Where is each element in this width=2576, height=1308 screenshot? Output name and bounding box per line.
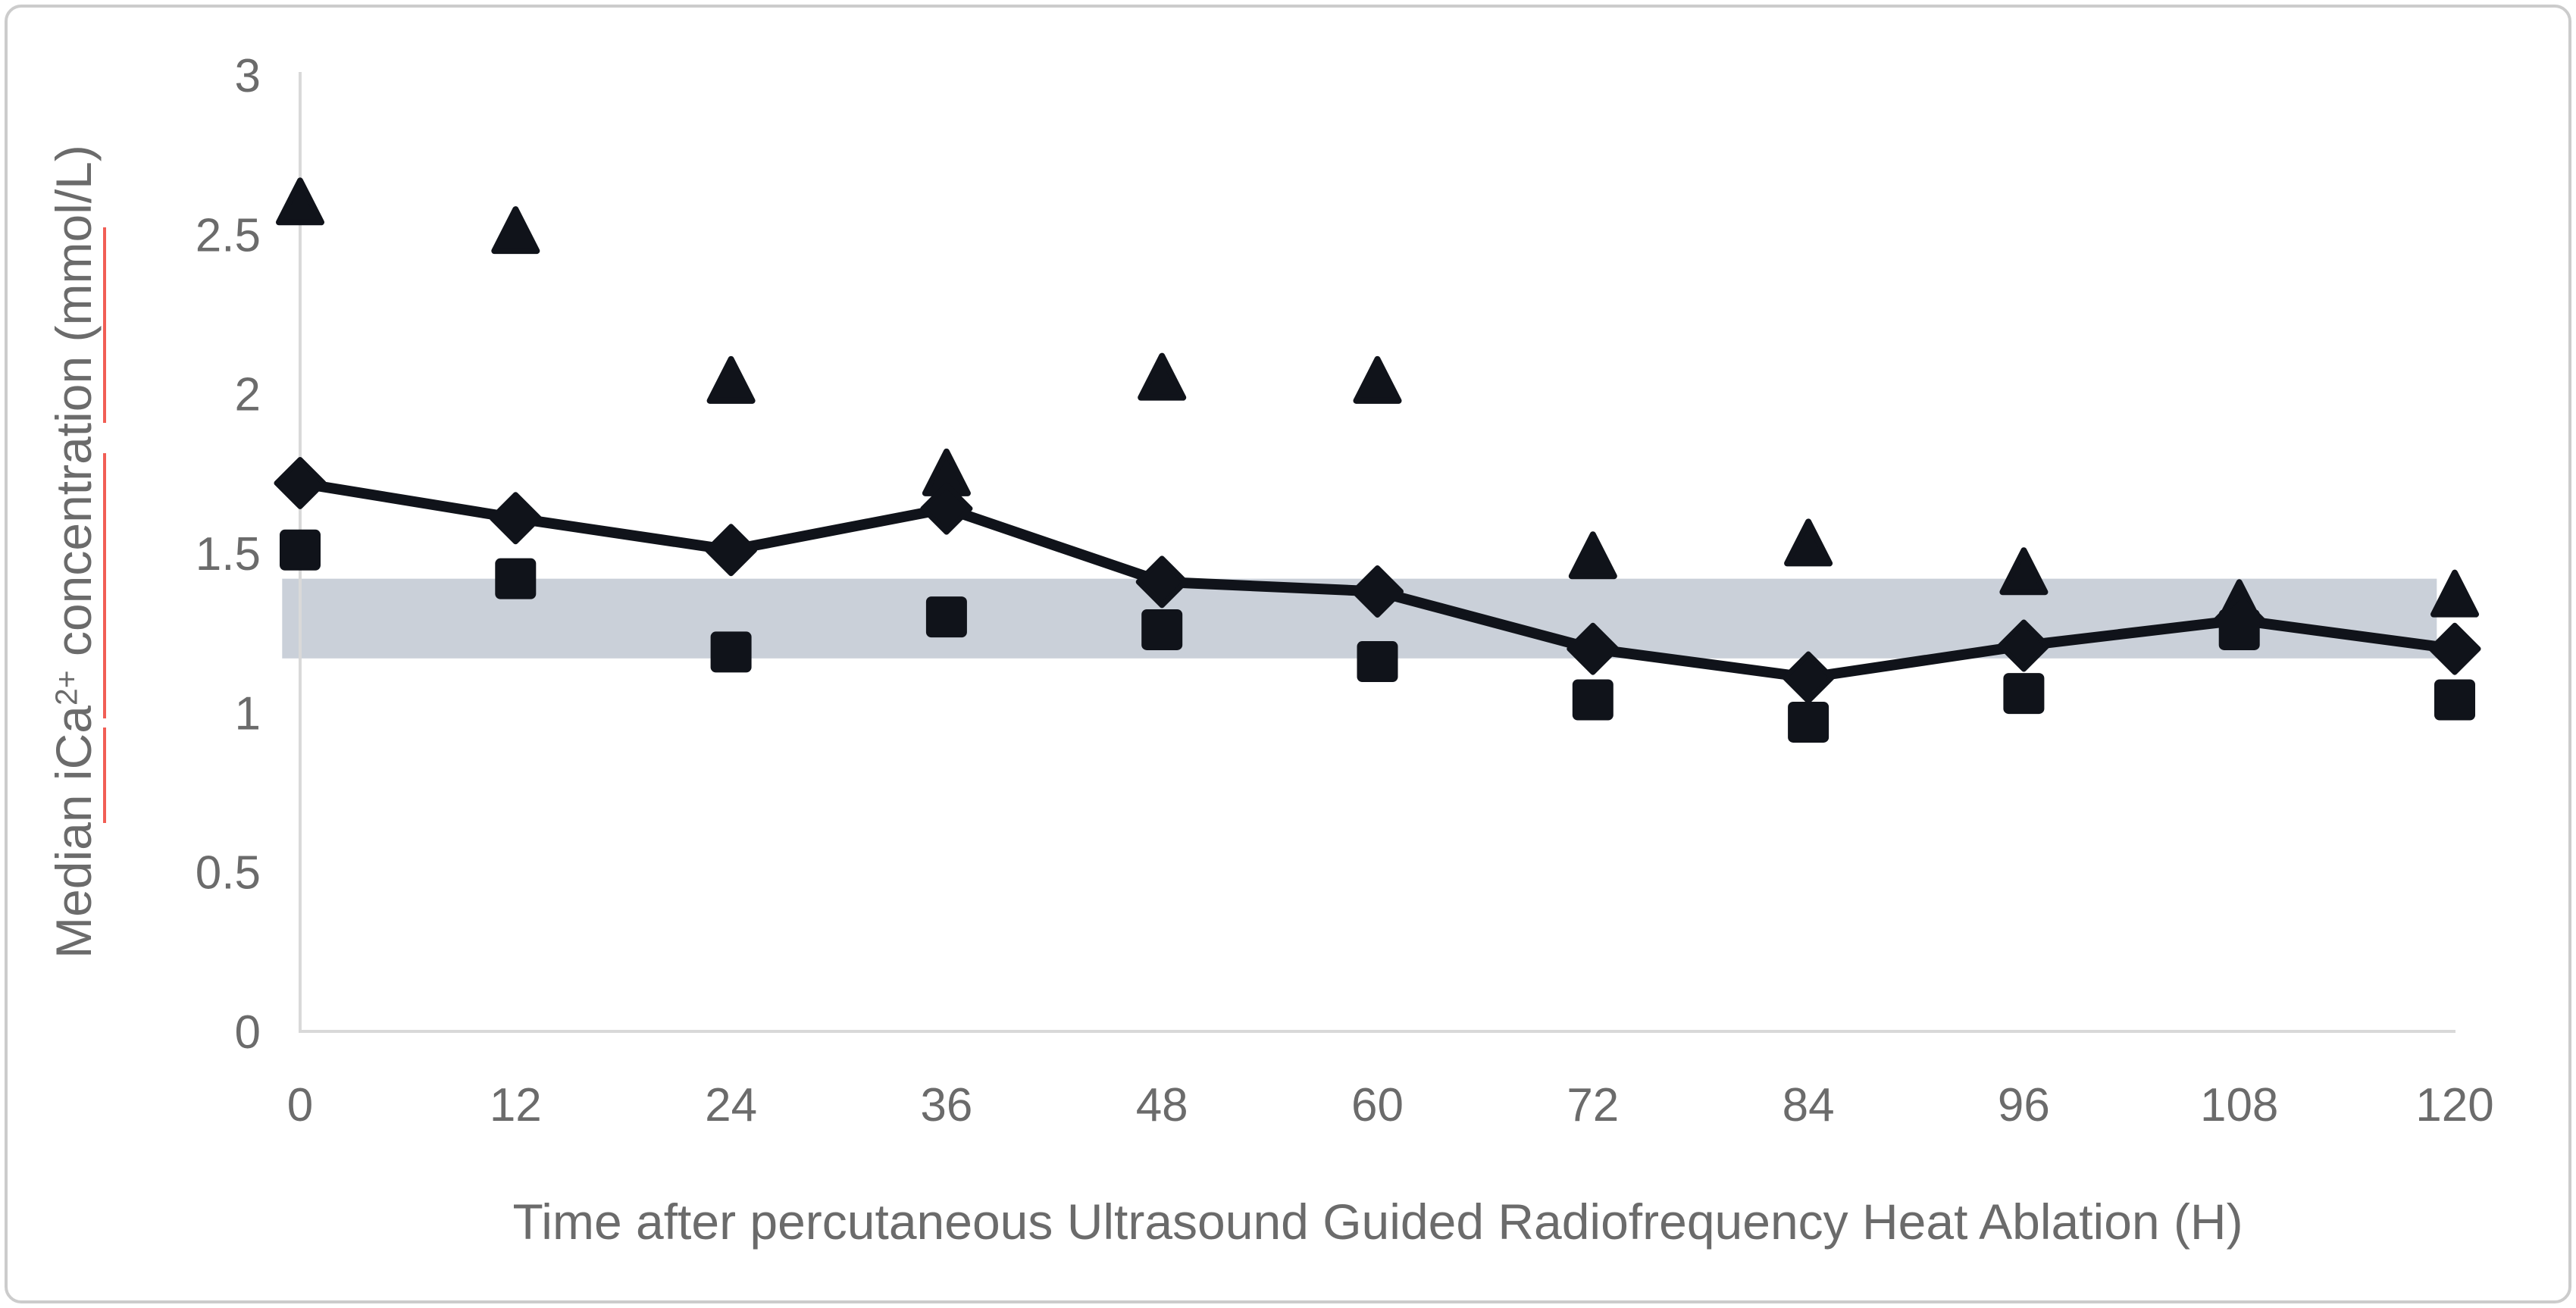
x-tick-label: 72 [1567, 1079, 1619, 1131]
square-marker [2218, 609, 2260, 650]
diamond-marker [274, 456, 327, 509]
x-tick-label: 36 [920, 1079, 972, 1131]
y-tick-label: 2 [235, 369, 261, 421]
square-marker [1788, 701, 1829, 743]
square-marker [280, 529, 321, 571]
square-marker [925, 596, 967, 638]
diamond-marker [920, 482, 973, 535]
x-tick-label: 108 [2200, 1079, 2278, 1131]
y-tick-label: 3 [235, 50, 261, 102]
x-tick-label: 48 [1136, 1079, 1188, 1131]
triangle-marker [2430, 569, 2479, 618]
y-axis-title-suffix: concentration (mmol/L) [45, 145, 102, 671]
square-marker [2003, 673, 2045, 715]
x-tick-label: 84 [1783, 1079, 1835, 1131]
square-marker [1141, 609, 1183, 650]
square-marker [495, 558, 537, 599]
x-tick-label: 60 [1351, 1079, 1404, 1131]
spellcheck-underline-icon [103, 227, 106, 423]
diamond-marker [2428, 622, 2481, 675]
y-tick-label: 0.5 [196, 847, 261, 900]
square-marker [710, 631, 752, 673]
diamond-marker [1782, 651, 1835, 704]
x-tick-label: 0 [287, 1079, 313, 1131]
square-marker [1357, 641, 1398, 683]
spellcheck-underline-icon [103, 453, 106, 718]
triangle-marker [276, 177, 324, 226]
x-tick-label: 12 [490, 1079, 542, 1131]
triangle-marker [491, 206, 540, 255]
x-tick-label: 96 [1998, 1079, 2050, 1131]
square-marker [2434, 679, 2476, 721]
diamond-marker [1567, 622, 1620, 675]
y-tick-label: 0 [235, 1006, 261, 1059]
square-marker [1572, 679, 1614, 721]
triangle-marker [1999, 547, 2049, 596]
triangle-marker [1784, 518, 1833, 567]
y-tick-label: 1.5 [196, 528, 261, 580]
diamond-marker [705, 524, 758, 577]
triangle-marker [1138, 352, 1187, 401]
diamond-marker [1997, 619, 2050, 672]
spellcheck-underline-icon [103, 728, 106, 823]
y-axis-title-text: Median iCa [45, 706, 102, 959]
triangle-marker [706, 355, 756, 404]
diamond-marker [1351, 565, 1404, 618]
x-axis-title: Time after percutaneous Ultrasound Guide… [512, 1194, 2243, 1250]
diamond-marker [489, 492, 542, 545]
y-axis-title-superscript: 2+ [49, 670, 84, 706]
y-tick-label: 1 [235, 687, 261, 740]
triangle-marker [1568, 531, 1617, 580]
diamond-marker [1135, 555, 1188, 609]
x-tick-label: 24 [705, 1079, 757, 1131]
y-tick-label: 2.5 [196, 209, 261, 261]
y-axis-title: Median iCa2+ concentration (mmol/L) [45, 145, 102, 959]
triangle-marker [1353, 355, 1402, 404]
x-tick-label: 120 [2415, 1079, 2493, 1131]
